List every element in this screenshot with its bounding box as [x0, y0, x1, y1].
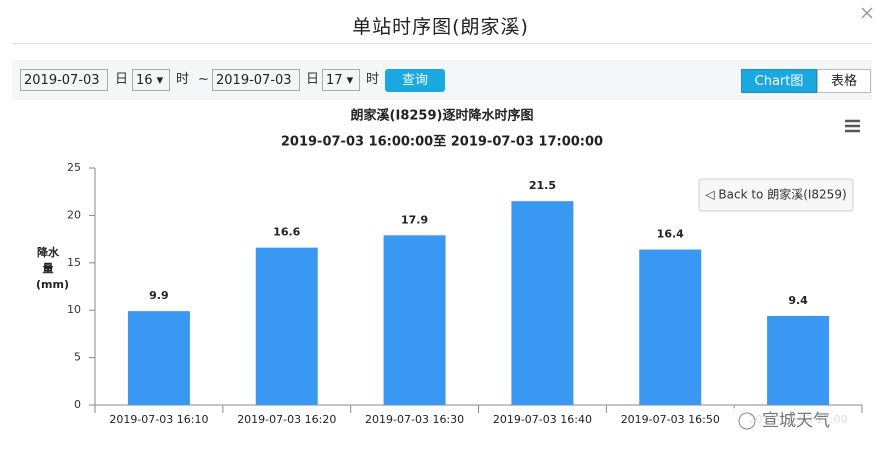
y-tick-label: 10: [67, 303, 81, 316]
label: ~: [198, 72, 209, 87]
y-tick-label: 15: [67, 256, 81, 269]
bar: [767, 315, 830, 405]
start-hour-select[interactable]: 16 ▾: [132, 69, 170, 91]
x-tick-label: 2019-07-03 16:40: [493, 413, 592, 426]
end-date-input[interactable]: 2019-07-03: [212, 69, 300, 91]
chart: 朗家溪(I8259)逐时降水时序图 2019-07-03 16:00:00至 2…: [12, 100, 872, 446]
back-button[interactable]: [698, 178, 854, 212]
bar: [511, 201, 574, 405]
dialog-title: 单站时序图(朗家溪): [352, 16, 529, 38]
bar: [383, 235, 446, 405]
bar: [127, 311, 190, 405]
y-axis-label: 降水量(mm): [36, 246, 69, 291]
chart-subtitle: 2019-07-03 16:00:00至 2019-07-03 17:00:00: [281, 135, 603, 150]
watermark-icon: [738, 412, 756, 430]
y-tick-label: 25: [67, 161, 81, 174]
label: 时: [366, 72, 380, 87]
data-label: 16.4: [657, 228, 684, 241]
data-label: 9.4: [788, 294, 808, 307]
select-value: 16: [136, 73, 153, 88]
data-label: 17.9: [401, 213, 428, 226]
x-tick-label: 2019-07-03 16:20: [237, 413, 336, 426]
data-label: 9.9: [149, 289, 169, 302]
x-tick-label: 2019-07-03 16:10: [109, 413, 208, 426]
query-button[interactable]: 查询: [385, 69, 445, 92]
chart-title: 朗家溪(I8259)逐时降水时序图: [351, 108, 534, 124]
x-tick-label: 2019-07-03 16:50: [621, 413, 720, 426]
x-tick-label: 2019-07-03 16:30: [365, 413, 464, 426]
y-tick-label: 5: [74, 351, 81, 364]
close-button[interactable]: [860, 6, 874, 20]
y-tick-label: 20: [67, 208, 81, 221]
label: 日: [306, 72, 320, 87]
start-date-input[interactable]: 2019-07-03: [20, 69, 108, 91]
table-tab[interactable]: 表格: [817, 69, 871, 93]
bar: [639, 249, 702, 405]
label: 时: [176, 72, 190, 87]
bar: [255, 247, 318, 405]
data-label: 16.6: [273, 226, 300, 239]
back-button-label: ◁ Back to 朗家溪(I8259): [704, 187, 846, 202]
watermark-background: [730, 408, 850, 434]
select-value: 17: [326, 73, 343, 88]
divider: [12, 43, 872, 44]
label: 日: [115, 72, 129, 87]
data-label: 21.5: [529, 179, 556, 192]
y-tick-label: 0: [74, 398, 81, 411]
watermark: 宣城天气: [762, 411, 830, 431]
chart-tab[interactable]: Chart图: [741, 69, 817, 93]
end-hour-select[interactable]: 17 ▾: [322, 69, 360, 91]
menu-icon[interactable]: [845, 119, 860, 133]
